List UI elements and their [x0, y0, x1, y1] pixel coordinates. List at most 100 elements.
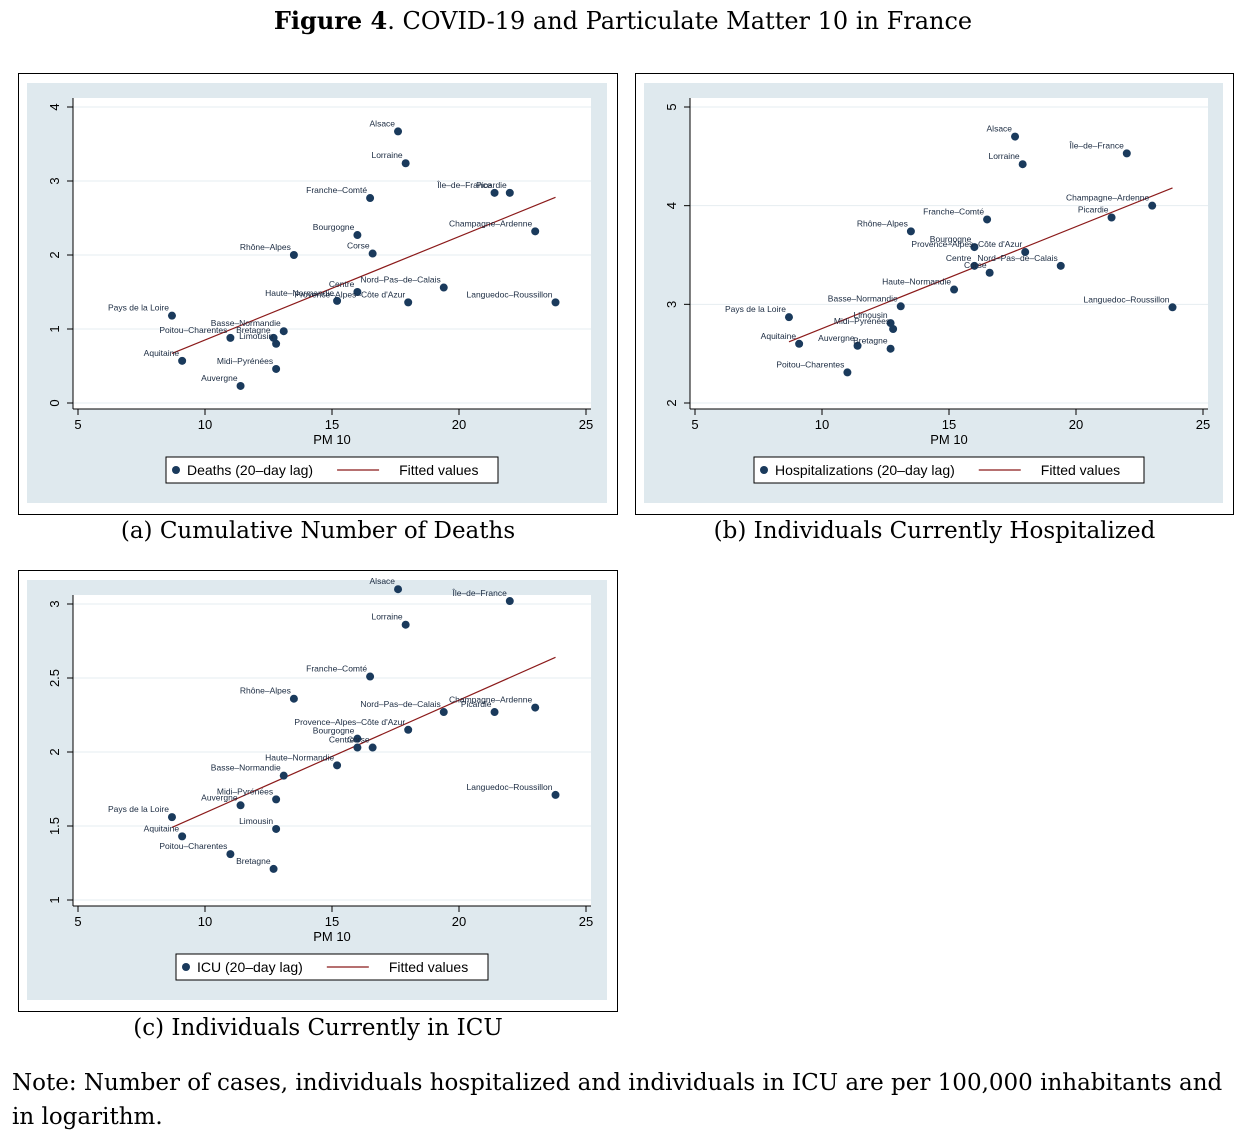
point-label: Pays de la Loire: [108, 303, 169, 313]
point-label: Alsace: [370, 118, 396, 128]
point-label: Bretagne: [236, 325, 271, 335]
x-tick-label: 25: [1196, 417, 1210, 432]
legend-label-series: Hospitalizations (20–day lag): [775, 462, 955, 478]
x-tick-label: 5: [74, 417, 81, 432]
data-point: [366, 672, 375, 681]
point-label: Provence–Alpes–Côte d'Azur: [294, 289, 405, 299]
data-point: [401, 159, 410, 168]
fitted-line: [788, 187, 1173, 343]
point-label: Corse: [347, 735, 370, 745]
x-tick-label: 5: [691, 417, 698, 432]
x-axis-label: PM 10: [313, 929, 351, 944]
point-label: Auvergne: [201, 792, 238, 802]
data-point: [490, 188, 499, 197]
caption-c: (c) Individuals Currently in ICU: [133, 1015, 503, 1041]
point-label: Bretagne: [853, 336, 888, 346]
data-point: [896, 302, 905, 311]
data-point: [333, 296, 342, 305]
data-point: [394, 127, 403, 136]
point-label: Basse–Normandie: [211, 318, 281, 328]
y-tick-label: 2: [47, 251, 62, 258]
data-point: [394, 585, 403, 594]
chart-panel-c: 1 1.5 2 2.5 3 5 10 15 20 25 PM 10 Alsace Île–de–Fran…: [18, 570, 618, 1012]
data-point: [1018, 160, 1027, 169]
x-tick-label: 15: [325, 914, 339, 929]
data-point: [886, 344, 895, 353]
data-point: [167, 311, 176, 320]
point-label: Languedoc–Roussillon: [467, 782, 553, 792]
point-label: Aquitaine: [761, 331, 797, 341]
data-point: [353, 288, 362, 296]
point-label: Franche–Comté: [306, 664, 367, 674]
data-point: [1107, 213, 1116, 222]
data-point: [795, 339, 804, 348]
point-label: Alsace: [987, 124, 1013, 134]
point-label: Île–de–France: [436, 180, 492, 190]
x-tick-label: 25: [579, 417, 593, 432]
point-label: Rhône–Alpes: [240, 686, 291, 696]
chart-svg-c: 1 1.5 2 2.5 3 5 10 15 20 25 PM 10 Alsace Île–de–Fran…: [27, 576, 607, 1000]
point-label: Basse–Normandie: [211, 763, 281, 773]
point-label: Limousin: [239, 331, 273, 341]
point-label: Poitou–Charentes: [159, 841, 227, 851]
point-label: Bourgogne: [313, 222, 355, 232]
point-label: Lorraine: [371, 612, 402, 622]
point-label: Haute–Normandie: [265, 752, 334, 762]
point-label: Poitou–Charentes: [159, 325, 227, 335]
data-point: [551, 790, 560, 799]
chart-svg-a: 0 1 2 3 4 5 10 15 20 25 PM 10 Alsace Lorraine Île–de–…: [27, 83, 607, 503]
data-point: [439, 283, 448, 292]
point-label: Pays de la Loire: [725, 304, 786, 314]
point-label: Corse: [964, 260, 987, 270]
point-label: Haute–Normandie: [265, 288, 334, 298]
data-point: [226, 850, 235, 859]
point-label: Champagne–Ardenne: [1066, 193, 1149, 203]
point-label: Limousin: [854, 310, 888, 320]
data-point: [236, 801, 245, 810]
figure-title: Figure 4. COVID-19 and Particulate Matte…: [0, 6, 1246, 35]
data-point: [1168, 303, 1177, 312]
figure-note: Note: Number of cases, individuals hospi…: [12, 1070, 1223, 1130]
chart-svg-b: 2 3 4 5 5 10 15 20 25 PM 10 Alsace Île–de–France Lor…: [644, 83, 1223, 503]
point-label: Limousin: [239, 816, 273, 826]
y-tick-label: 1.5: [47, 817, 62, 835]
legend-box: [165, 456, 499, 484]
point-label: Picardie: [1078, 205, 1109, 215]
legend-label-series: Deaths (20–day lag): [187, 462, 313, 478]
data-point: [269, 864, 278, 873]
y-tick-label: 4: [664, 202, 679, 209]
point-label: Franche–Comté: [923, 206, 984, 216]
data-point: [366, 194, 375, 203]
point-label: Lorraine: [988, 151, 1019, 161]
point-label: Auvergne: [818, 333, 855, 343]
point-label: Centre: [329, 735, 355, 745]
data-point: [1056, 261, 1065, 270]
data-point: [531, 703, 540, 712]
data-point: [404, 725, 413, 734]
point-label: Aquitaine: [144, 823, 180, 833]
legend-box: [753, 456, 1145, 484]
data-point: [970, 243, 979, 252]
point-label: Languedoc–Roussillon: [1084, 294, 1170, 304]
x-axis-label: PM 10: [313, 432, 351, 447]
x-tick-label: 10: [815, 417, 829, 432]
y-tick-label: 2: [47, 748, 62, 755]
point-label: Franche–Comté: [306, 185, 367, 195]
point-label: Île–de–France: [451, 588, 507, 598]
legend-marker: [760, 466, 768, 474]
data-point: [950, 285, 959, 294]
data-point: [906, 227, 915, 236]
data-point: [289, 251, 298, 259]
x-tick-label: 20: [452, 914, 466, 929]
x-tick-label: 5: [74, 914, 81, 929]
point-label: Île–de–France: [1068, 140, 1124, 150]
point-label: Midi–Pyrénées: [217, 786, 273, 796]
data-point: [551, 298, 560, 307]
y-tick-label: 3: [664, 301, 679, 308]
data-point: [236, 381, 245, 390]
point-label: Nord–Pas–de–Calais: [360, 699, 440, 709]
data-point: [272, 339, 281, 348]
data-point: [279, 327, 288, 336]
data-point: [784, 313, 793, 322]
data-point: [226, 333, 235, 342]
